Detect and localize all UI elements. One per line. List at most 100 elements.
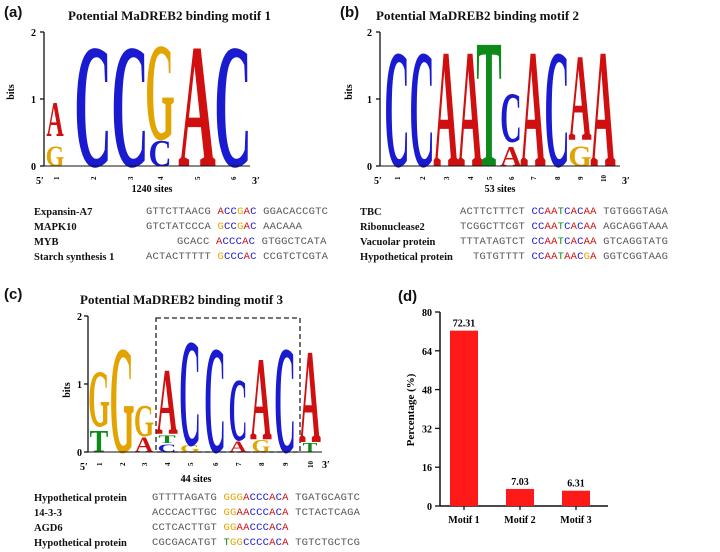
- y-tick-label: 2: [77, 312, 82, 323]
- y-tick-label: 0: [427, 502, 432, 513]
- category-label: Motif 2: [504, 515, 535, 526]
- logo-letter-c: C: [179, 309, 201, 480]
- logo-letter-a: A: [457, 15, 482, 200]
- gene-name: Hypothetical protein: [34, 493, 127, 504]
- flank-right: TCTACTCAGA: [288, 507, 361, 519]
- y-tick-label: 80: [422, 308, 432, 319]
- sequence-logo: bits 2 1 0 G A C C C G A C 5′ 3′ 1 2 3 4…: [6, 9, 260, 200]
- flank-right: GGTCGGTAAG: [596, 251, 669, 263]
- flank-right: CCGTCTCGTA: [256, 251, 329, 263]
- gene-name: Ribonuclease2: [360, 222, 425, 233]
- flank-right: AGCAGGTAAA: [596, 221, 669, 233]
- sites-count: 1240 sites: [132, 184, 173, 195]
- position-label: 9: [282, 462, 290, 466]
- sites-count: 44 sites: [181, 474, 212, 485]
- logo-letter-c: C: [74, 9, 112, 200]
- y-axis-label: bits: [6, 84, 17, 100]
- position-label: 1: [53, 176, 61, 180]
- logo-letter-a: A: [178, 9, 216, 200]
- position-label: 7: [235, 462, 243, 466]
- logo-letter-a: A: [433, 15, 458, 200]
- position-label: 6: [508, 176, 516, 180]
- bar: [506, 488, 534, 506]
- category-label: Motif 3: [560, 515, 591, 526]
- table-row: Expansin-A7 GTTCTTAACG ACCGAC GGACACCGTC: [34, 205, 328, 220]
- motif-sequence: CCAATCACAA: [531, 206, 597, 218]
- logo-letters: G A C C C G A C: [46, 9, 252, 200]
- logo-letter-a: A: [156, 350, 178, 455]
- logo-letter-c: C: [214, 9, 252, 200]
- logo-letter-g: G: [145, 16, 175, 170]
- flank-right: GTGGCTCATA: [255, 236, 327, 248]
- logo-letter-c: C: [384, 15, 409, 200]
- motif-sequence: GCCGAC: [217, 221, 257, 233]
- motif-sequence: GGAACCCACA: [223, 522, 289, 534]
- bar: [450, 330, 478, 506]
- y-tick-label: 1: [77, 380, 82, 391]
- position-label: 10: [600, 175, 608, 183]
- motif-sequence: GGAACCCACA: [223, 507, 289, 519]
- table-row: Hypothetical protein TGTGTTTT CCAATAACGA …: [360, 250, 668, 265]
- logo-letter-g: G: [46, 139, 65, 172]
- position-label: 2: [119, 462, 127, 466]
- y-tick-label: 0: [31, 162, 36, 173]
- data-label: 6.31: [567, 479, 585, 490]
- y-axis-label: bits: [62, 382, 73, 398]
- position-label: 4: [467, 176, 475, 180]
- panel-label: (d): [398, 288, 418, 305]
- axis-start-label: 5′: [36, 176, 44, 187]
- gene-name: Expansin-A7: [34, 207, 93, 218]
- flank-right: GTCAGGTATG: [596, 236, 669, 248]
- logo-letter-c: C: [500, 78, 522, 158]
- flank-right: TGATGCAGTC: [288, 492, 361, 504]
- position-label: 3: [443, 176, 451, 180]
- flank-left: GTTCTTAACG: [146, 206, 218, 218]
- logo-letter-g: G: [180, 443, 200, 454]
- sequence-logo: bits 2 1 0 T G G A G C T A G C C A C G A…: [62, 309, 330, 486]
- position-label: 4: [157, 176, 165, 180]
- logo-letter-a: A: [568, 29, 591, 167]
- y-axis-label: Percentage (%): [405, 373, 417, 446]
- logo-letter-g: G: [88, 354, 110, 445]
- logo-letters: T G G A G C T A G C C A C G A C T A: [88, 309, 321, 486]
- sequence-table: Hypothetical protein GTTTTAGATG GGGACCCAC…: [34, 491, 360, 551]
- axis-end-label: 3′: [622, 176, 630, 187]
- y-tick-label: 48: [422, 386, 432, 397]
- logo-letter-t: T: [90, 423, 109, 459]
- position-label: 3: [127, 176, 135, 180]
- logo-letter-c: C: [274, 316, 296, 486]
- position-label: 3: [141, 462, 149, 466]
- table-row: Hypothetical protein CGCGACATGT TGGCCCCAC…: [34, 536, 360, 551]
- flank-left: TTTATAGTCT: [460, 236, 532, 248]
- y-axis-label: bits: [344, 84, 355, 100]
- table-row: Vacuolar protein TTTATAGTCT CCAATCACAA GT…: [360, 235, 668, 250]
- position-labels: 1 2 3 4 5 6: [53, 176, 238, 180]
- flank-left: ACCCACTTGC: [152, 507, 224, 519]
- position-label: 6: [212, 462, 220, 466]
- y-tick-label: 2: [31, 28, 36, 39]
- sequence-logo: bits 2 1 0 C C A A T A C A C G A A 5′ 3′…: [344, 1, 630, 200]
- flank-left: CCTCACTTGT: [152, 522, 224, 534]
- sites-count: 53 sites: [485, 184, 516, 195]
- flank-left: CGCGACATGT: [152, 537, 224, 549]
- logo-letter-g: G: [252, 436, 271, 456]
- position-label: 9: [577, 176, 585, 180]
- flank-right: GGACACCGTC: [256, 206, 329, 218]
- position-label: 8: [554, 176, 562, 180]
- position-label: 5: [486, 176, 494, 180]
- data-label: 72.31: [453, 319, 476, 330]
- y-tick-label: 1: [367, 95, 372, 106]
- flank-right: TGTCTGCTCG: [288, 537, 361, 549]
- motif-sequence: GGGACCCACA: [223, 492, 289, 504]
- flank-right: TGTGGGTAGA: [596, 206, 669, 218]
- gene-name: Starch synthesis 1: [34, 252, 115, 263]
- table-row: AGD6 CCTCACTTGT GGAACCCACA: [34, 521, 360, 536]
- axis-start-label: 5′: [80, 462, 88, 473]
- logo-letter-a: A: [500, 142, 522, 173]
- logo-letter-a: A: [299, 323, 321, 472]
- logo-letter-a: A: [46, 93, 64, 148]
- flank-left: ACTACTTTTT: [146, 251, 218, 263]
- motif-sequence: ACCCAC: [216, 236, 256, 248]
- gene-name: Hypothetical protein: [34, 538, 127, 549]
- sequence-table: TBC ACTTCTTTCT CCAATCACAA TGTGGGTAGA Ribo…: [360, 205, 668, 265]
